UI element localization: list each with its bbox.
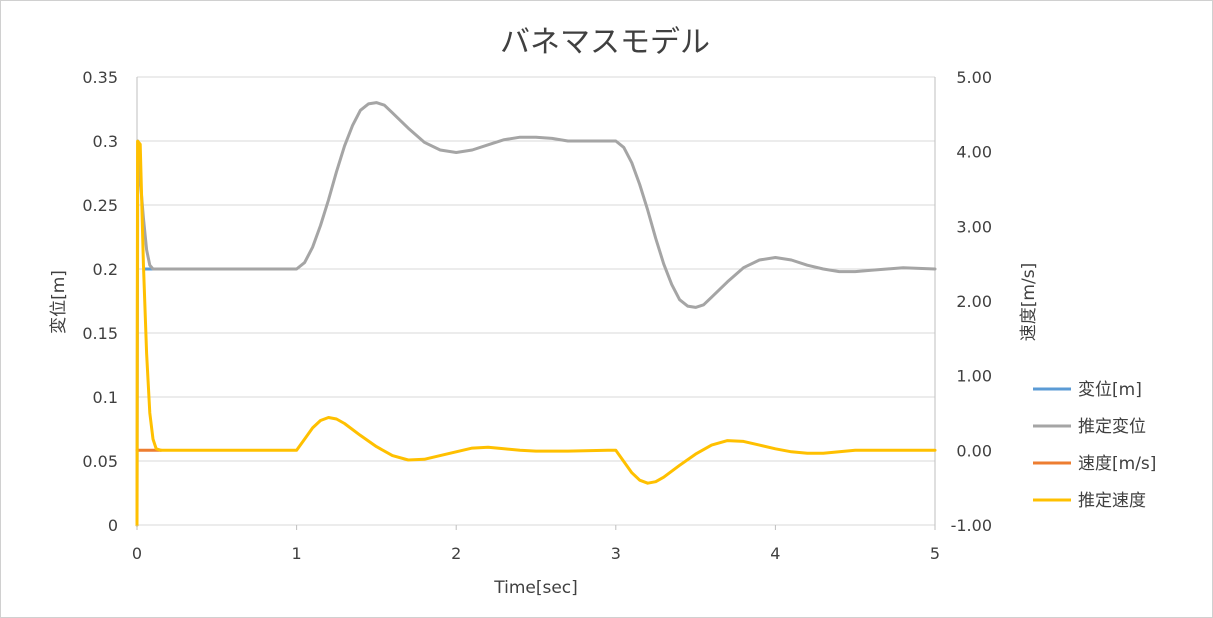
right-tick-label: 4.00 <box>956 143 992 162</box>
plot-area <box>135 101 937 527</box>
right-tick-label: 1.00 <box>956 367 992 386</box>
chart-title: バネマスモデル <box>500 25 710 60</box>
legend-label-1: 推定変位 <box>1078 417 1146 437</box>
x-tick-label: 0 <box>132 544 142 563</box>
x-tick-label: 4 <box>770 544 780 563</box>
legend-label-3: 推定速度 <box>1078 491 1146 511</box>
x-axis-title: Time[sec] <box>493 578 578 598</box>
grid-lines <box>136 76 936 526</box>
x-tick-label: 3 <box>611 544 621 563</box>
x-tick-label: 1 <box>292 544 302 563</box>
left-tick-label: 0.35 <box>82 68 118 87</box>
left-tick-label: 0.05 <box>82 452 118 471</box>
right-tick-label: -1.00 <box>951 516 992 535</box>
right-tick-label: 3.00 <box>956 217 992 236</box>
legend-label-0: 変位[m] <box>1078 380 1142 400</box>
right-axis-ticks: -1.00 0.00 1.00 2.00 3.00 4.00 5.00 <box>951 68 992 535</box>
series-line-1 <box>135 101 937 527</box>
left-tick-label: 0.1 <box>93 388 118 407</box>
right-tick-label: 2.00 <box>956 292 992 311</box>
legend-label-2: 速度[m/s] <box>1078 454 1156 474</box>
right-tick-label: 0.00 <box>956 441 992 460</box>
x-axis-ticks: 0 1 2 3 4 5 <box>132 525 940 563</box>
x-tick-label: 2 <box>451 544 461 563</box>
x-tick-label: 5 <box>930 544 940 563</box>
left-tick-label: 0.3 <box>93 132 118 151</box>
left-tick-label: 0 <box>108 516 118 535</box>
y-axis-title-left: 変位[m] <box>49 270 69 334</box>
left-axis-ticks: 0 0.05 0.1 0.15 0.2 0.25 0.3 0.35 <box>82 68 118 535</box>
right-tick-label: 5.00 <box>956 68 992 87</box>
left-tick-label: 0.2 <box>93 260 118 279</box>
y-axis-title-right: 速度[m/s] <box>1019 263 1039 341</box>
series-line-3 <box>135 139 937 527</box>
left-tick-label: 0.25 <box>82 196 118 215</box>
left-tick-label: 0.15 <box>82 324 118 343</box>
